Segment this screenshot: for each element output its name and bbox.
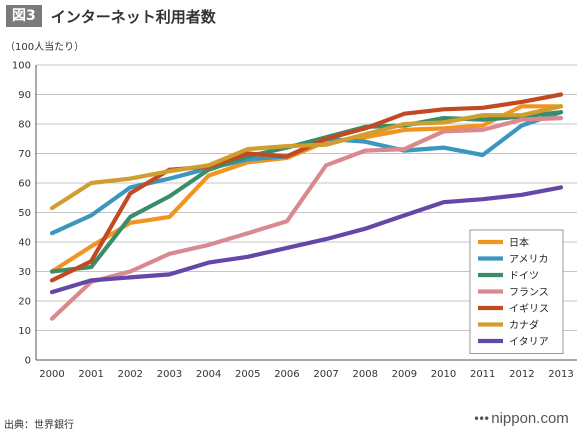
x-tick-label: 2010 — [431, 369, 456, 380]
legend-label: イタリア — [509, 336, 549, 348]
source-note: 出典：世界銀行 — [4, 420, 74, 431]
x-tick-label: 2002 — [118, 369, 143, 380]
legend-label: カナダ — [509, 318, 539, 331]
legend-label: イギリス — [509, 303, 549, 315]
y-tick-label: 10 — [18, 326, 31, 337]
x-tick-label: 2006 — [274, 369, 299, 380]
chart-title: インターネット利用者数 — [50, 7, 216, 26]
brand-logo[interactable]: ••• nippon.com — [473, 410, 569, 427]
x-tick-label: 2001 — [78, 369, 103, 380]
y-tick-label: 80 — [18, 120, 31, 131]
axes: 0 10 20 30 40 50 60 70 80 90 100 2000 2001 2002 2003 20… — [12, 61, 577, 380]
series-line — [49, 110, 564, 274]
x-tick-label: 2012 — [509, 369, 534, 380]
legend-label: 日本 — [509, 236, 529, 249]
x-tick-label: 2004 — [196, 369, 221, 380]
y-axis-unit-label: （100人当たり） — [5, 42, 85, 53]
figure-tag: 図3 — [6, 5, 42, 27]
title-bar: 図3 インターネット利用者数 — [6, 5, 216, 27]
y-tick-label: 40 — [18, 238, 31, 249]
x-tick-label: 2011 — [470, 369, 495, 380]
y-tick-label: 50 — [18, 208, 31, 219]
dots-icon: ••• — [473, 411, 490, 426]
brand-name: nippon.com — [491, 410, 569, 427]
series-lines — [49, 92, 564, 321]
y-tick-label: 100 — [12, 61, 31, 72]
series-line — [49, 185, 564, 295]
y-tick-label: 30 — [18, 267, 31, 278]
x-tick-label: 2003 — [157, 369, 182, 380]
legend-label: ドイツ — [509, 271, 539, 282]
y-tick-label: 20 — [18, 297, 31, 308]
x-tick-label: 2009 — [392, 369, 417, 380]
series-line — [49, 92, 564, 283]
legend-label: アメリカ — [509, 253, 549, 265]
y-tick-label: 60 — [18, 179, 31, 190]
x-tick-label: 2005 — [235, 369, 260, 380]
y-tick-label: 0 — [25, 356, 31, 367]
series-line — [49, 115, 564, 321]
series-line — [49, 104, 564, 211]
line-chart: 0 10 20 30 40 50 60 70 80 90 100 2000 2001 2002 2003 20… — [12, 61, 577, 380]
y-tick-label: 90 — [18, 90, 31, 101]
x-tick-label: 2007 — [313, 369, 338, 380]
x-tick-label: 2013 — [548, 369, 573, 380]
x-tick-label: 2008 — [353, 369, 378, 380]
x-tick-label: 2000 — [39, 369, 64, 380]
legend-label: フランス — [509, 286, 549, 298]
y-tick-label: 70 — [18, 149, 31, 160]
